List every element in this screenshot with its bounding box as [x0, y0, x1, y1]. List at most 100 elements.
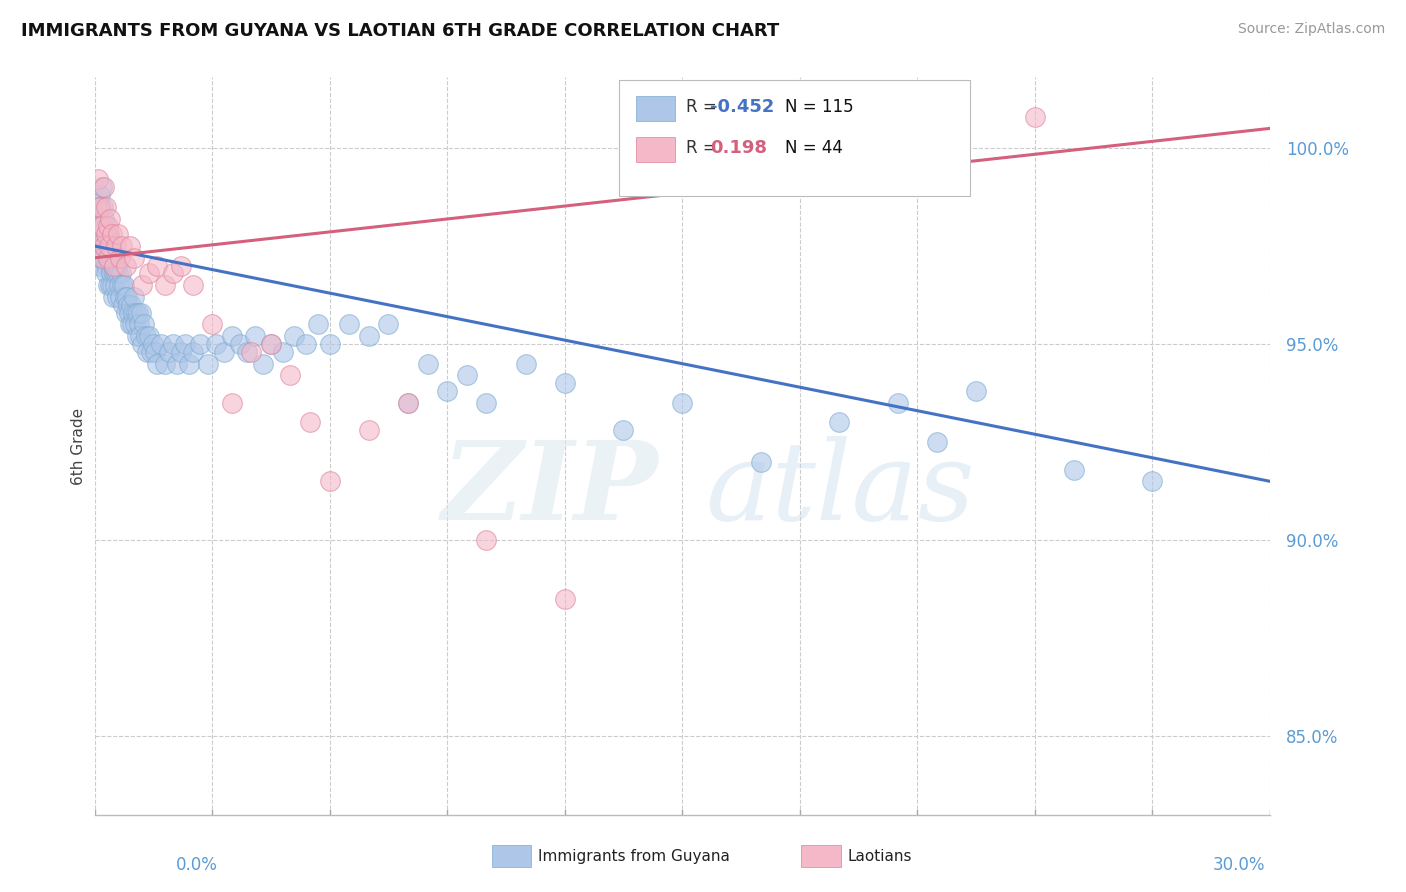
Point	[181, 345, 204, 359]
Point	[828, 416, 851, 430]
Point	[307, 318, 329, 332]
Point	[283, 329, 305, 343]
Point	[97, 227, 120, 242]
Point	[612, 423, 634, 437]
Point	[101, 259, 124, 273]
Point	[122, 290, 145, 304]
Point	[91, 219, 114, 234]
Text: Source: ZipAtlas.com: Source: ZipAtlas.com	[1237, 22, 1385, 37]
Point	[150, 337, 173, 351]
Text: R =: R =	[686, 139, 723, 157]
Point	[475, 396, 498, 410]
Point	[357, 329, 380, 343]
Point	[1024, 110, 1046, 124]
Point	[377, 318, 399, 332]
Point	[173, 337, 195, 351]
Point	[143, 345, 166, 359]
Point	[98, 251, 121, 265]
Point	[114, 290, 136, 304]
Point	[105, 267, 128, 281]
Point	[91, 200, 114, 214]
Point	[945, 121, 967, 136]
Point	[236, 345, 259, 359]
Point	[157, 345, 180, 359]
Point	[1063, 462, 1085, 476]
Point	[197, 357, 219, 371]
Text: atlas: atlas	[706, 436, 976, 544]
Text: N = 44: N = 44	[785, 139, 842, 157]
Text: N = 115: N = 115	[785, 98, 853, 116]
Point	[89, 259, 111, 273]
Point	[886, 396, 908, 410]
Point	[146, 357, 169, 371]
Point	[111, 278, 134, 293]
Text: ZIP: ZIP	[441, 436, 658, 544]
Point	[554, 376, 576, 391]
Point	[90, 251, 112, 265]
Point	[96, 267, 118, 281]
Point	[188, 337, 211, 351]
Point	[456, 368, 478, 383]
Point	[117, 298, 139, 312]
Text: -0.452: -0.452	[710, 98, 775, 116]
Point	[122, 306, 145, 320]
Point	[101, 251, 124, 265]
Point	[125, 329, 148, 343]
Point	[127, 306, 149, 320]
Point	[115, 259, 138, 273]
Point	[357, 423, 380, 437]
Point	[124, 318, 146, 332]
Point	[162, 267, 184, 281]
Point	[96, 251, 118, 265]
Point	[111, 239, 134, 253]
Point	[228, 337, 250, 351]
Point	[749, 455, 772, 469]
Point	[212, 345, 235, 359]
Point	[100, 239, 122, 253]
Point	[90, 239, 112, 253]
Point	[153, 278, 176, 293]
Point	[118, 318, 141, 332]
Point	[221, 396, 243, 410]
Point	[280, 368, 302, 383]
Text: 0.0%: 0.0%	[176, 856, 218, 874]
Point	[205, 337, 228, 351]
Point	[475, 533, 498, 547]
Point	[134, 329, 156, 343]
Point	[925, 435, 948, 450]
Point	[105, 290, 128, 304]
Point	[104, 278, 127, 293]
Point	[107, 267, 129, 281]
Point	[103, 267, 125, 281]
Point	[153, 357, 176, 371]
Point	[108, 251, 131, 265]
Point	[118, 239, 141, 253]
Point	[107, 227, 129, 242]
Point	[96, 200, 118, 214]
Y-axis label: 6th Grade: 6th Grade	[72, 408, 86, 484]
Point	[115, 290, 138, 304]
Point	[98, 278, 121, 293]
Point	[97, 219, 120, 234]
Point	[103, 259, 125, 273]
Point	[98, 259, 121, 273]
Point	[101, 227, 124, 242]
Point	[108, 278, 131, 293]
Point	[170, 345, 193, 359]
Point	[100, 267, 122, 281]
Point	[91, 227, 114, 242]
Point	[181, 278, 204, 293]
Point	[416, 357, 439, 371]
Point	[98, 227, 121, 242]
Point	[94, 227, 117, 242]
Point	[98, 211, 121, 226]
Text: IMMIGRANTS FROM GUYANA VS LAOTIAN 6TH GRADE CORRELATION CHART: IMMIGRANTS FROM GUYANA VS LAOTIAN 6TH GR…	[21, 22, 779, 40]
Point	[318, 337, 340, 351]
Point	[221, 329, 243, 343]
Point	[96, 219, 118, 234]
Point	[136, 345, 159, 359]
Point	[177, 357, 200, 371]
Point	[436, 384, 458, 398]
Point	[128, 329, 150, 343]
Point	[554, 591, 576, 606]
